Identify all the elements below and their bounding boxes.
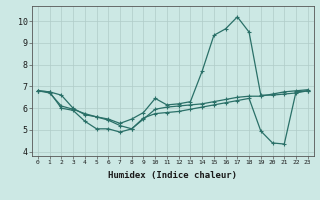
X-axis label: Humidex (Indice chaleur): Humidex (Indice chaleur) [108,171,237,180]
